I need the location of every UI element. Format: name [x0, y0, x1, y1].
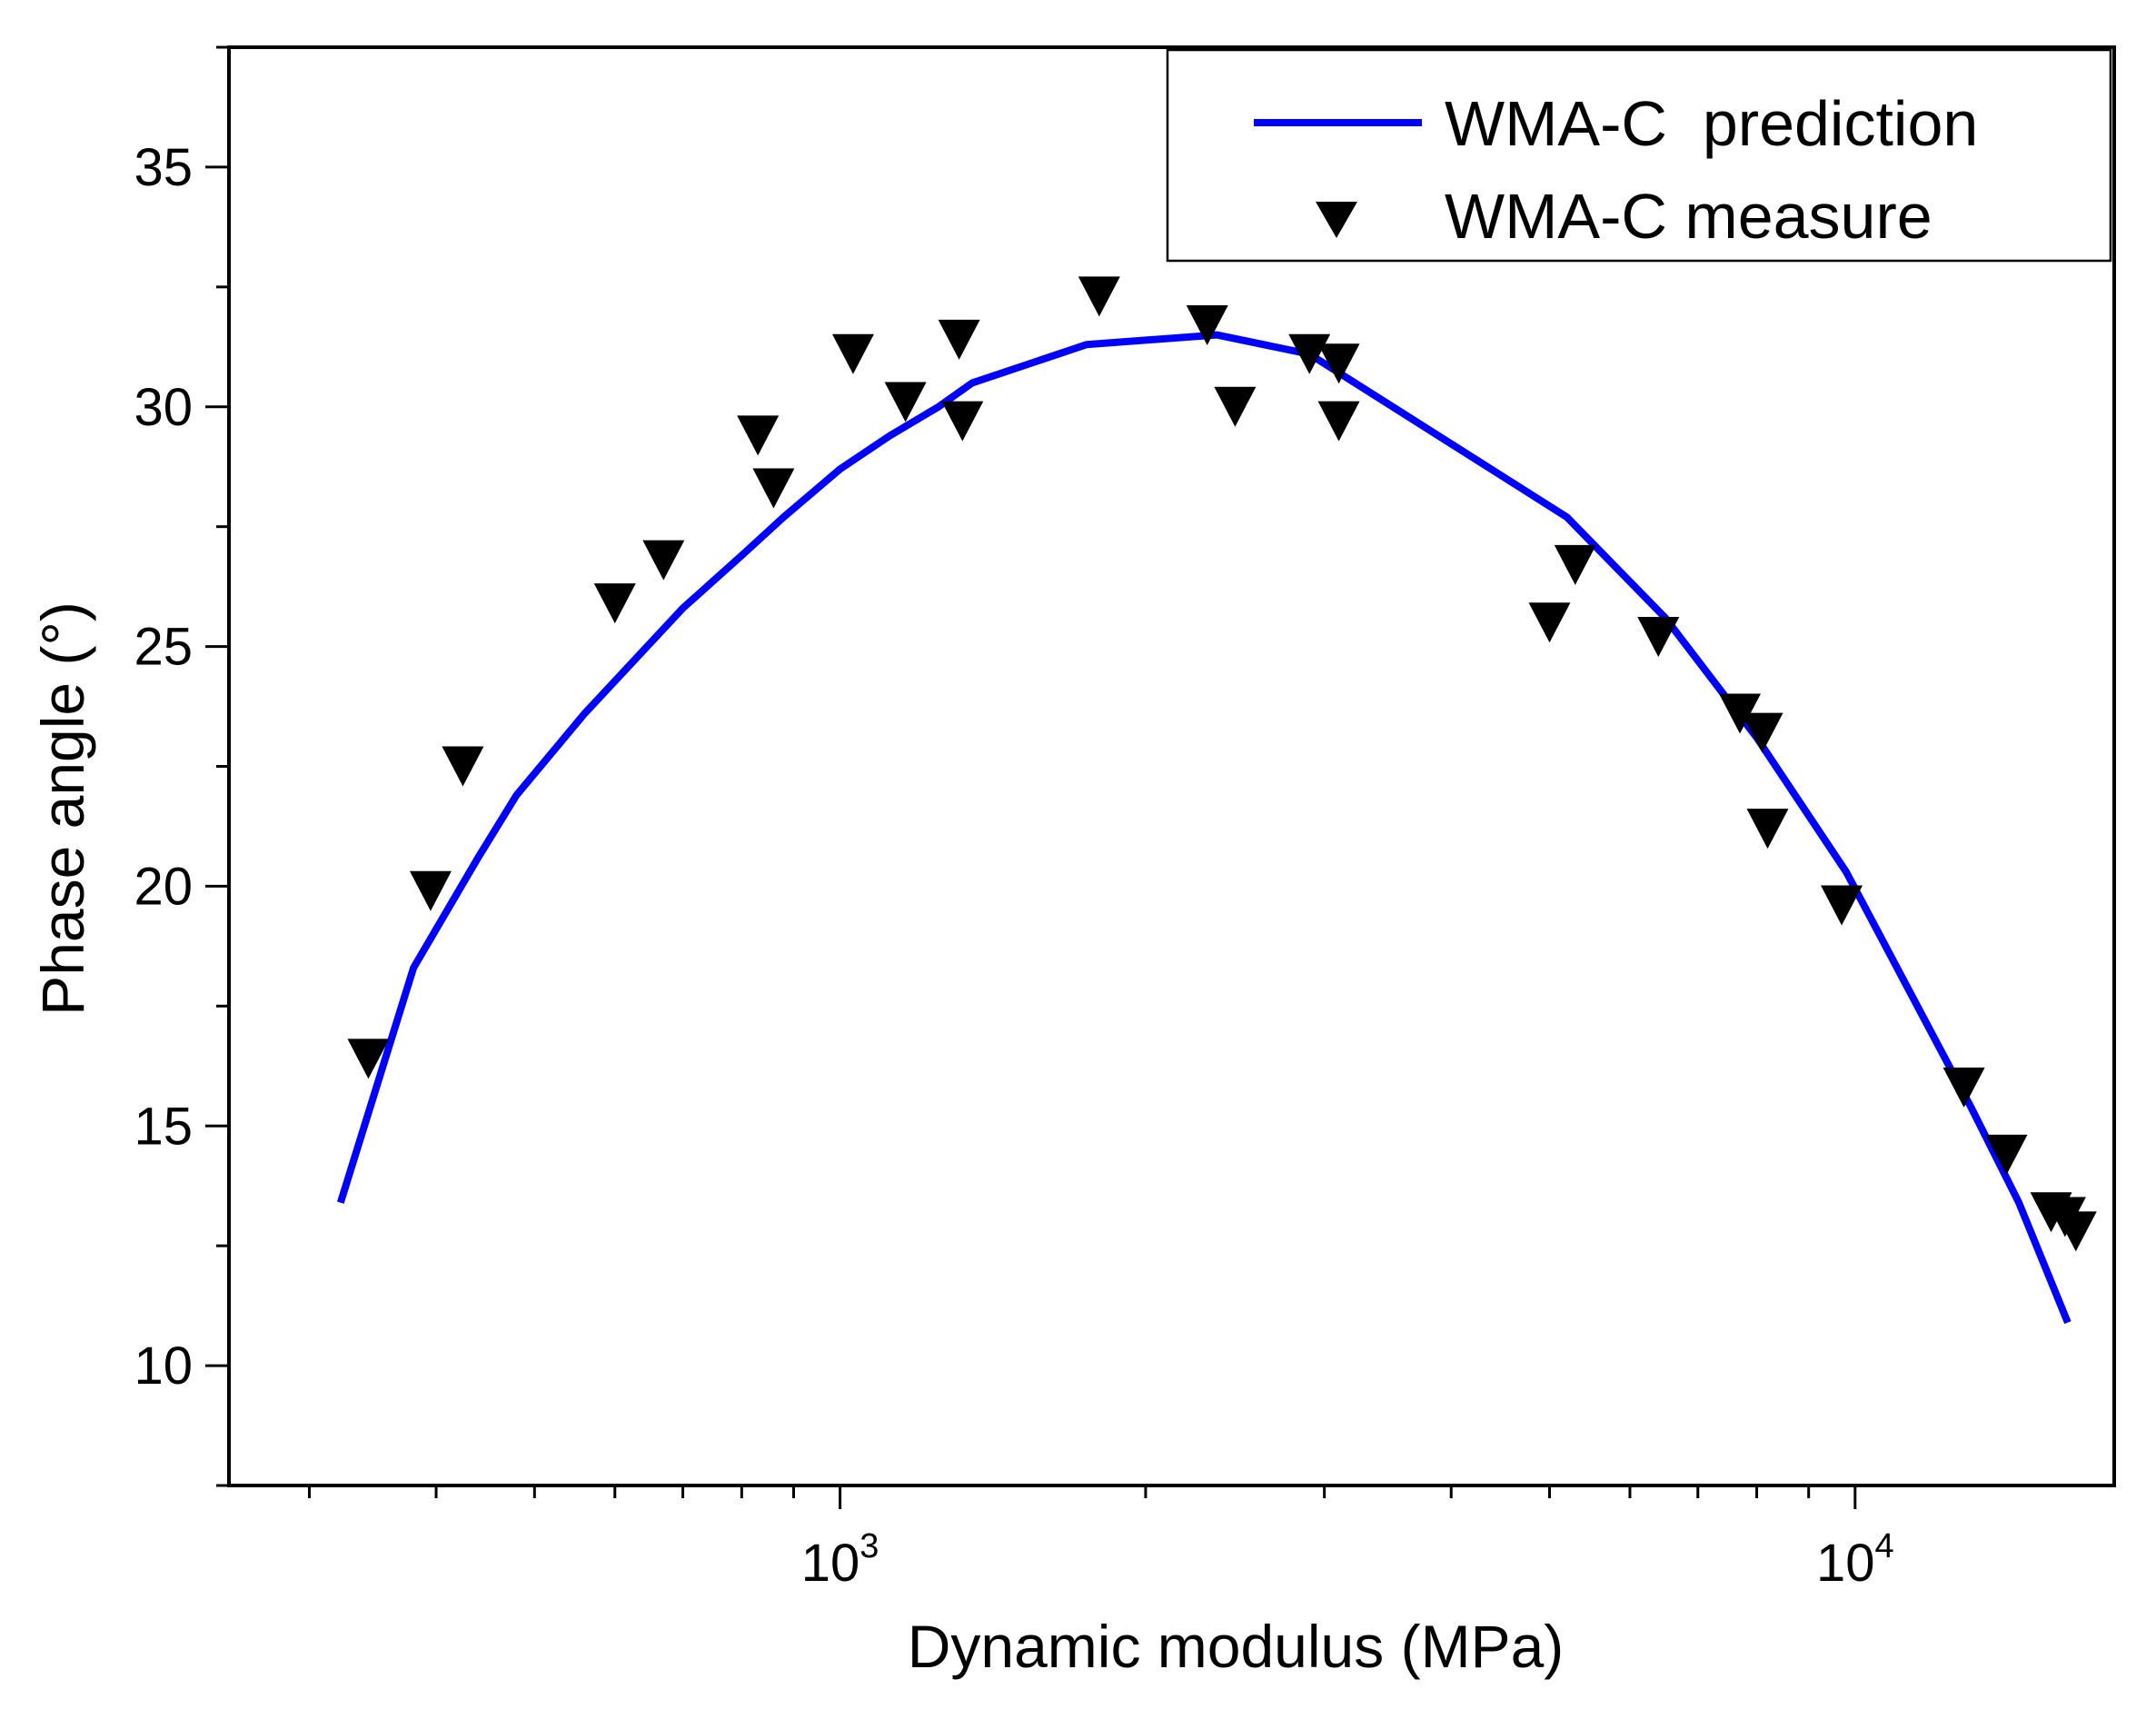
measure-point — [1637, 617, 1680, 658]
prediction-line — [336, 331, 2072, 1325]
measure-point — [1554, 544, 1596, 585]
x-axis-title: Dynamic modulus (MPa) — [908, 1613, 1565, 1680]
x-tick-labels: 103 104 — [801, 1527, 1894, 1593]
y-tick-label: 15 — [134, 1097, 193, 1156]
legend: WMA-C prediction WMA-C measure — [1166, 48, 2112, 263]
measure-point — [1741, 712, 1783, 753]
measure-point — [409, 870, 452, 911]
x-tick-label: 104 — [1816, 1527, 1894, 1593]
legend-label-prediction: WMA-C prediction — [1445, 88, 1978, 159]
measure-point — [938, 319, 980, 360]
legend-triangle-marker — [1316, 202, 1357, 238]
x-tick-label: 103 — [801, 1527, 879, 1593]
legend-label-measure: WMA-C measure — [1445, 181, 1932, 252]
x-major-ticks — [839, 1485, 1857, 1509]
y-tick-label: 20 — [134, 857, 193, 916]
measure-point — [1746, 809, 1789, 850]
measure-point — [1214, 386, 1257, 427]
measure-point — [1317, 343, 1360, 384]
measure-point — [1942, 1068, 1985, 1108]
y-tick-label: 30 — [134, 378, 193, 437]
measure-point — [1718, 693, 1761, 734]
y-tick-label: 25 — [134, 618, 193, 677]
measure-point — [737, 415, 780, 456]
measure-point — [1528, 602, 1571, 643]
measure-point — [347, 1038, 390, 1079]
y-tick-label: 10 — [134, 1336, 193, 1396]
measure-point — [1821, 885, 1863, 926]
measure-point — [1186, 305, 1228, 346]
measure-point — [442, 746, 484, 787]
y-axis-title: Phase angle (°) — [29, 601, 96, 1016]
measure-point — [642, 540, 685, 581]
measure-point — [884, 382, 927, 422]
measure-point — [752, 468, 795, 509]
measure-point — [1078, 276, 1120, 317]
y-ticks — [205, 45, 229, 1487]
measure-point — [593, 583, 636, 624]
measure-point — [831, 333, 874, 374]
measure-point — [2054, 1211, 2097, 1252]
measure-point — [1985, 1134, 2028, 1175]
legend-box — [1166, 48, 2112, 263]
y-tick-labels: 10 15 20 25 30 35 — [134, 138, 193, 1396]
measure-point — [1317, 401, 1360, 442]
series-layer — [336, 276, 2097, 1325]
measure-point — [941, 401, 984, 442]
y-tick-label: 35 — [134, 138, 193, 197]
x-minor-ticks — [307, 1485, 1811, 1498]
